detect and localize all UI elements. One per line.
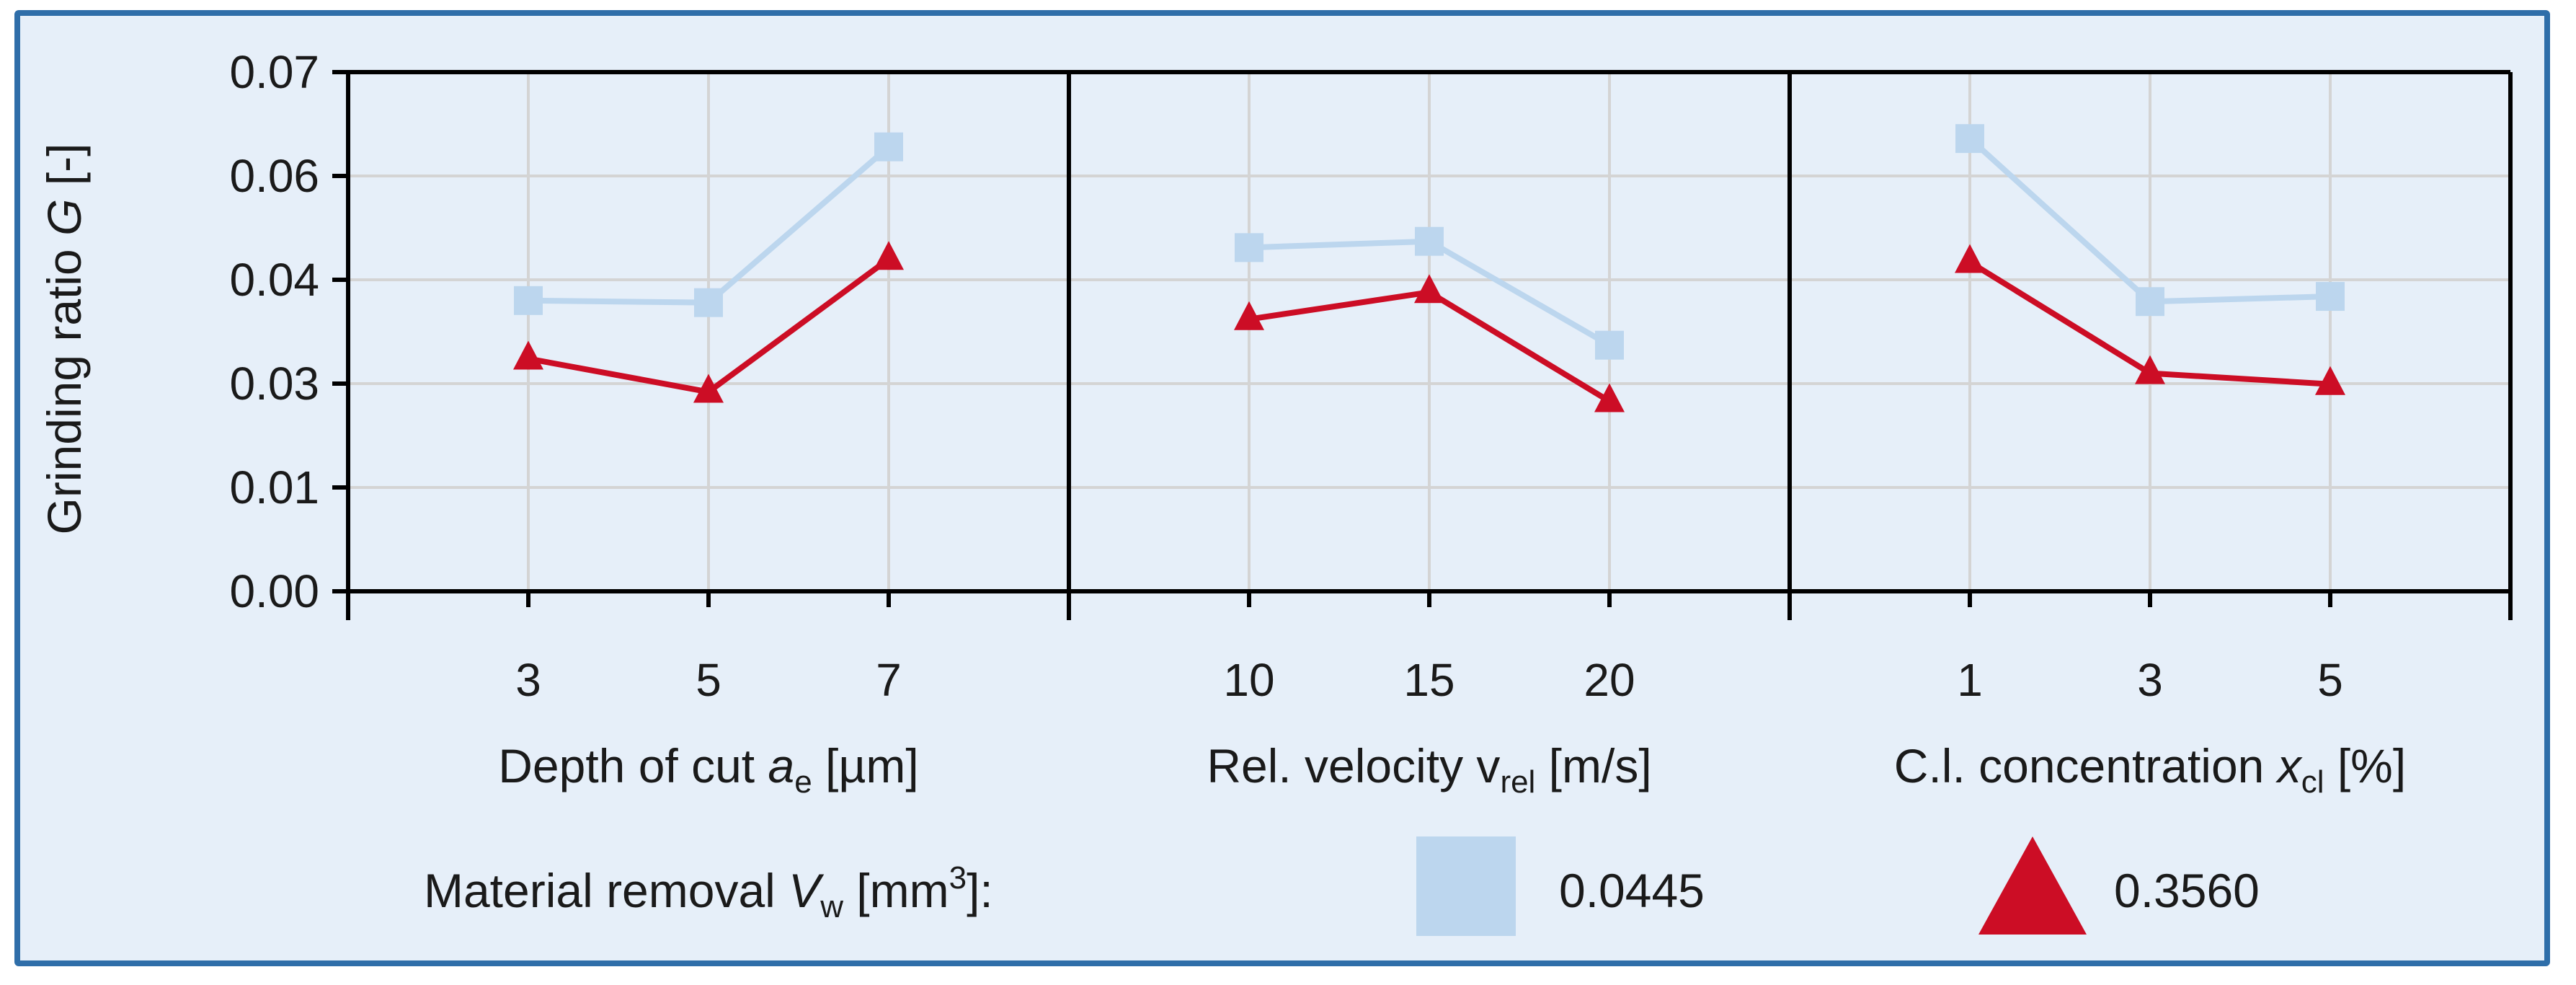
y-tick-label: 0.01 bbox=[229, 461, 319, 513]
data-point-square bbox=[1235, 233, 1263, 262]
y-tick-label: 0.06 bbox=[229, 150, 319, 202]
x-tick-label: 10 bbox=[1223, 654, 1274, 706]
legend-title: Material removal Vw [mm3]: bbox=[424, 860, 993, 924]
data-point-triangle bbox=[1414, 274, 1444, 304]
legend-label-series-2: 0.3560 bbox=[2114, 864, 2260, 917]
x-tick-label: 3 bbox=[2137, 654, 2163, 706]
data-point-square bbox=[514, 286, 543, 315]
x-tick-label: 3 bbox=[515, 654, 541, 706]
y-tick-label: 0.00 bbox=[229, 565, 319, 617]
data-point-square bbox=[694, 288, 723, 317]
x-axis-title: C.l. concentration xcl [%] bbox=[1894, 739, 2406, 800]
series-layer bbox=[513, 124, 2345, 412]
x-axis-title: Depth of cut ae [µm] bbox=[498, 739, 918, 800]
legend-marker-triangle bbox=[1978, 836, 2087, 935]
data-point-square bbox=[1955, 124, 1984, 154]
data-point-triangle bbox=[513, 340, 543, 370]
data-point-square bbox=[2136, 287, 2164, 317]
data-point-square bbox=[2316, 282, 2345, 312]
data-point-triangle bbox=[693, 374, 724, 403]
x-tick-label: 5 bbox=[2317, 654, 2343, 706]
data-point-square bbox=[1595, 330, 1624, 360]
data-point-triangle bbox=[2315, 366, 2345, 395]
data-point-square bbox=[1415, 226, 1444, 256]
data-point-triangle bbox=[874, 241, 904, 270]
data-point-triangle bbox=[1594, 383, 1625, 412]
x-tick-label: 5 bbox=[696, 654, 721, 706]
data-point-triangle bbox=[2135, 355, 2165, 384]
x-tick-label: 20 bbox=[1584, 654, 1635, 706]
legend-marker-square bbox=[1416, 836, 1516, 936]
x-tick-label: 7 bbox=[876, 654, 902, 706]
y-tick-label: 0.07 bbox=[229, 46, 319, 98]
labels: 0.00 0.01 0.03 0.04 0.06 0.07 3 5 7 Depth of cut … bbox=[229, 46, 2406, 800]
data-point-triangle bbox=[1234, 301, 1264, 330]
y-axis-title: Grinding ratio G [-] bbox=[37, 143, 91, 535]
data-point-square bbox=[874, 132, 903, 162]
x-axis-title: Rel. velocity vrel [m/s] bbox=[1207, 739, 1651, 800]
data-point-triangle bbox=[1955, 244, 1985, 273]
x-tick-label: 15 bbox=[1403, 654, 1454, 706]
y-tick-label: 0.03 bbox=[229, 358, 319, 410]
gridlines bbox=[348, 71, 2510, 591]
x-tick-label: 1 bbox=[1957, 654, 1983, 706]
legend-label-series-1: 0.0445 bbox=[1559, 864, 1705, 917]
y-tick-label: 0.04 bbox=[229, 254, 319, 306]
axes bbox=[332, 70, 2513, 620]
